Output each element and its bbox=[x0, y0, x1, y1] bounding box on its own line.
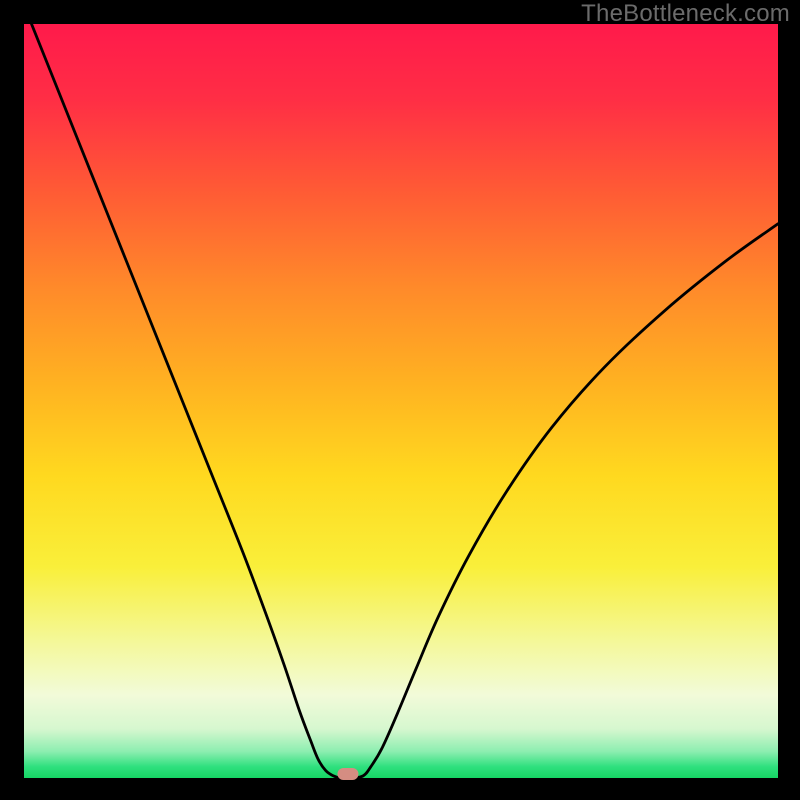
watermark-text: TheBottleneck.com bbox=[581, 0, 790, 28]
curve-layer bbox=[24, 24, 778, 778]
plot-area bbox=[24, 24, 778, 778]
optimal-marker bbox=[338, 768, 359, 780]
bottleneck-curve bbox=[32, 24, 778, 778]
chart-frame: TheBottleneck.com bbox=[0, 0, 800, 800]
